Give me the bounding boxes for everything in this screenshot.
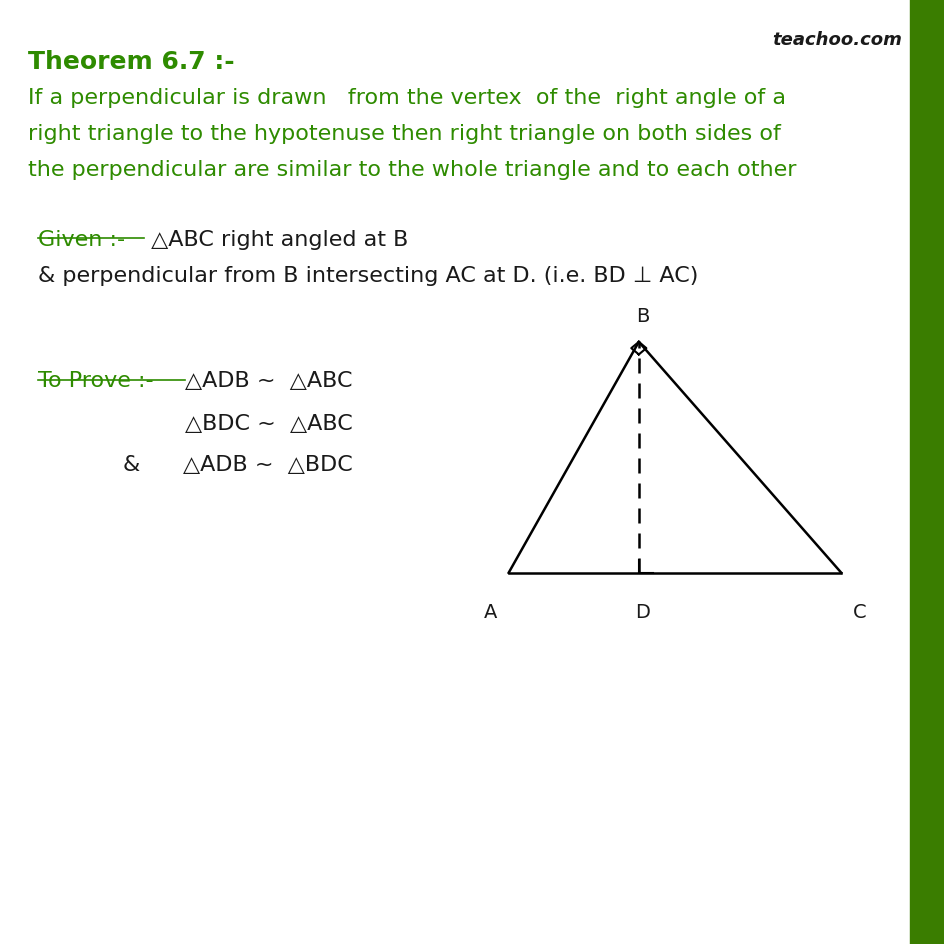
Text: Theorem 6.7 :-: Theorem 6.7 :- xyxy=(28,50,235,74)
Text: B: B xyxy=(635,307,649,326)
Text: C: C xyxy=(851,603,866,622)
Text: △ADB ~  △ABC: △ADB ~ △ABC xyxy=(185,371,352,391)
Text: teachoo.com: teachoo.com xyxy=(772,31,902,49)
Text: △ABC right angled at B: △ABC right angled at B xyxy=(143,229,408,249)
Text: If a perpendicular is drawn   from the vertex  of the  right angle of a: If a perpendicular is drawn from the ver… xyxy=(28,88,785,108)
Text: Given :-: Given :- xyxy=(38,229,125,249)
Text: A: A xyxy=(483,603,497,622)
Text: & perpendicular from B intersecting AC at D. (i.e. BD ⊥ AC): & perpendicular from B intersecting AC a… xyxy=(38,266,698,286)
Text: the perpendicular are similar to the whole triangle and to each other: the perpendicular are similar to the who… xyxy=(28,160,796,179)
Text: To Prove :-: To Prove :- xyxy=(38,371,153,391)
Text: right triangle to the hypotenuse then right triangle on both sides of: right triangle to the hypotenuse then ri… xyxy=(28,124,781,143)
Text: △BDC ~  △ABC: △BDC ~ △ABC xyxy=(185,413,353,433)
Text: &      △ADB ~  △BDC: & △ADB ~ △BDC xyxy=(123,455,352,475)
Text: D: D xyxy=(634,603,649,622)
